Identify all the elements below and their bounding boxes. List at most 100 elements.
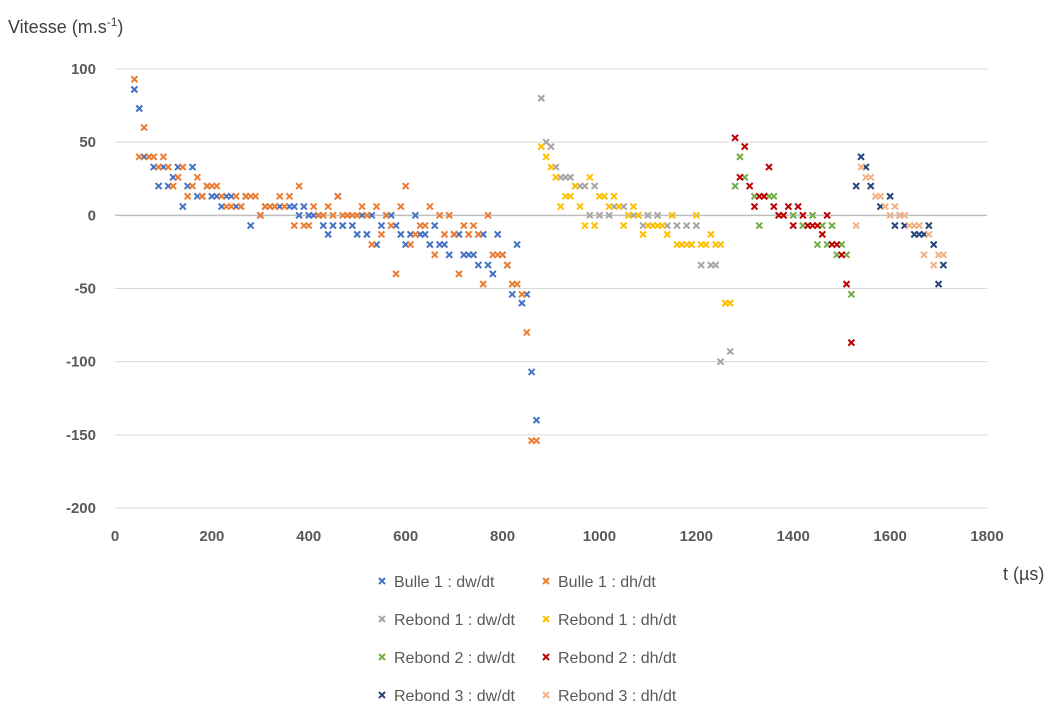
legend-label: Bulle 1 : dw/dt	[394, 574, 495, 591]
data-point	[174, 173, 182, 181]
data-point	[716, 240, 725, 249]
data-point	[867, 182, 875, 190]
data-point	[290, 221, 298, 230]
data-point	[808, 211, 817, 220]
x-tick-label: 600	[393, 528, 418, 545]
data-point	[290, 202, 298, 211]
data-point	[624, 211, 633, 220]
data-point	[527, 368, 536, 376]
data-point	[387, 221, 395, 230]
legend-label: Rebond 1 : dw/dt	[394, 612, 516, 629]
data-point	[867, 173, 875, 181]
data-point	[300, 202, 308, 211]
data-point	[237, 202, 245, 211]
data-point	[513, 280, 521, 288]
series-7	[852, 163, 948, 269]
data-point	[435, 211, 444, 220]
data-point	[915, 221, 923, 230]
data-point	[484, 211, 492, 220]
data-point	[421, 221, 429, 230]
data-point	[847, 338, 856, 347]
data-point	[295, 211, 303, 220]
data-point	[130, 85, 139, 94]
data-point	[319, 211, 328, 220]
data-point	[537, 94, 546, 102]
series-1	[130, 75, 541, 445]
y-tick-label: 0	[88, 207, 96, 224]
x-tick-label: 800	[490, 528, 515, 545]
data-point	[508, 290, 516, 299]
data-point	[392, 270, 400, 278]
data-point	[726, 347, 734, 356]
data-point	[658, 221, 667, 230]
data-point	[712, 261, 720, 269]
data-point	[489, 270, 497, 278]
data-point	[406, 240, 415, 249]
data-point	[794, 202, 802, 211]
data-point	[426, 202, 434, 211]
data-point	[431, 221, 439, 230]
data-point	[324, 202, 332, 211]
y-axis-title: Vitesse (m.s-1)	[8, 15, 123, 37]
data-point	[484, 261, 492, 269]
data-point	[130, 75, 139, 83]
data-point	[750, 202, 759, 211]
data-point	[745, 182, 754, 190]
legend-label: Rebond 1 : dh/dt	[558, 612, 677, 629]
data-point	[280, 202, 289, 211]
data-point	[518, 299, 526, 307]
data-point	[673, 221, 681, 230]
data-point	[469, 221, 478, 230]
data-point	[363, 211, 371, 220]
data-point	[513, 240, 521, 249]
data-point	[455, 270, 463, 278]
legend-label: Bulle 1 : dh/dt	[558, 574, 656, 591]
data-point	[799, 211, 807, 220]
x-axis-ticks: 0 200 400 600 800 1000 1200 1400 1600 1800	[111, 528, 1004, 545]
data-point	[852, 221, 860, 230]
data-point	[707, 230, 715, 239]
data-point	[682, 221, 691, 230]
data-point	[353, 230, 361, 239]
data-point	[823, 211, 831, 220]
data-point	[663, 230, 671, 239]
data-point	[421, 230, 429, 239]
data-point	[401, 182, 410, 190]
data-point	[619, 221, 628, 230]
data-point	[581, 182, 589, 190]
data-point	[227, 202, 235, 211]
data-point	[440, 240, 449, 249]
data-point	[523, 328, 531, 337]
data-point	[179, 163, 187, 171]
data-point	[450, 230, 458, 239]
legend-label: Rebond 3 : dw/dt	[394, 688, 516, 705]
data-point	[256, 211, 265, 220]
data-point	[397, 202, 405, 211]
legend-marker	[378, 691, 386, 699]
data-point	[445, 211, 453, 220]
data-point	[716, 357, 725, 366]
legend-label: Rebond 2 : dw/dt	[394, 650, 516, 667]
data-point	[789, 211, 797, 220]
data-point	[615, 202, 623, 211]
data-point	[426, 240, 434, 249]
data-point	[324, 230, 332, 239]
data-point	[692, 211, 701, 220]
legend-marker	[542, 577, 550, 585]
data-point	[925, 221, 933, 230]
data-point	[784, 202, 793, 211]
x-tick-label: 1200	[680, 528, 713, 545]
data-point	[818, 230, 826, 239]
data-point	[353, 211, 361, 220]
data-point	[464, 230, 473, 239]
data-point	[271, 202, 279, 211]
data-point	[154, 182, 163, 190]
data-point	[697, 261, 705, 269]
x-tick-label: 1400	[777, 528, 810, 545]
data-point	[920, 251, 928, 259]
data-point	[246, 221, 255, 230]
data-point	[232, 192, 240, 201]
data-point	[135, 104, 143, 113]
data-point	[198, 192, 206, 201]
data-point	[498, 251, 507, 259]
